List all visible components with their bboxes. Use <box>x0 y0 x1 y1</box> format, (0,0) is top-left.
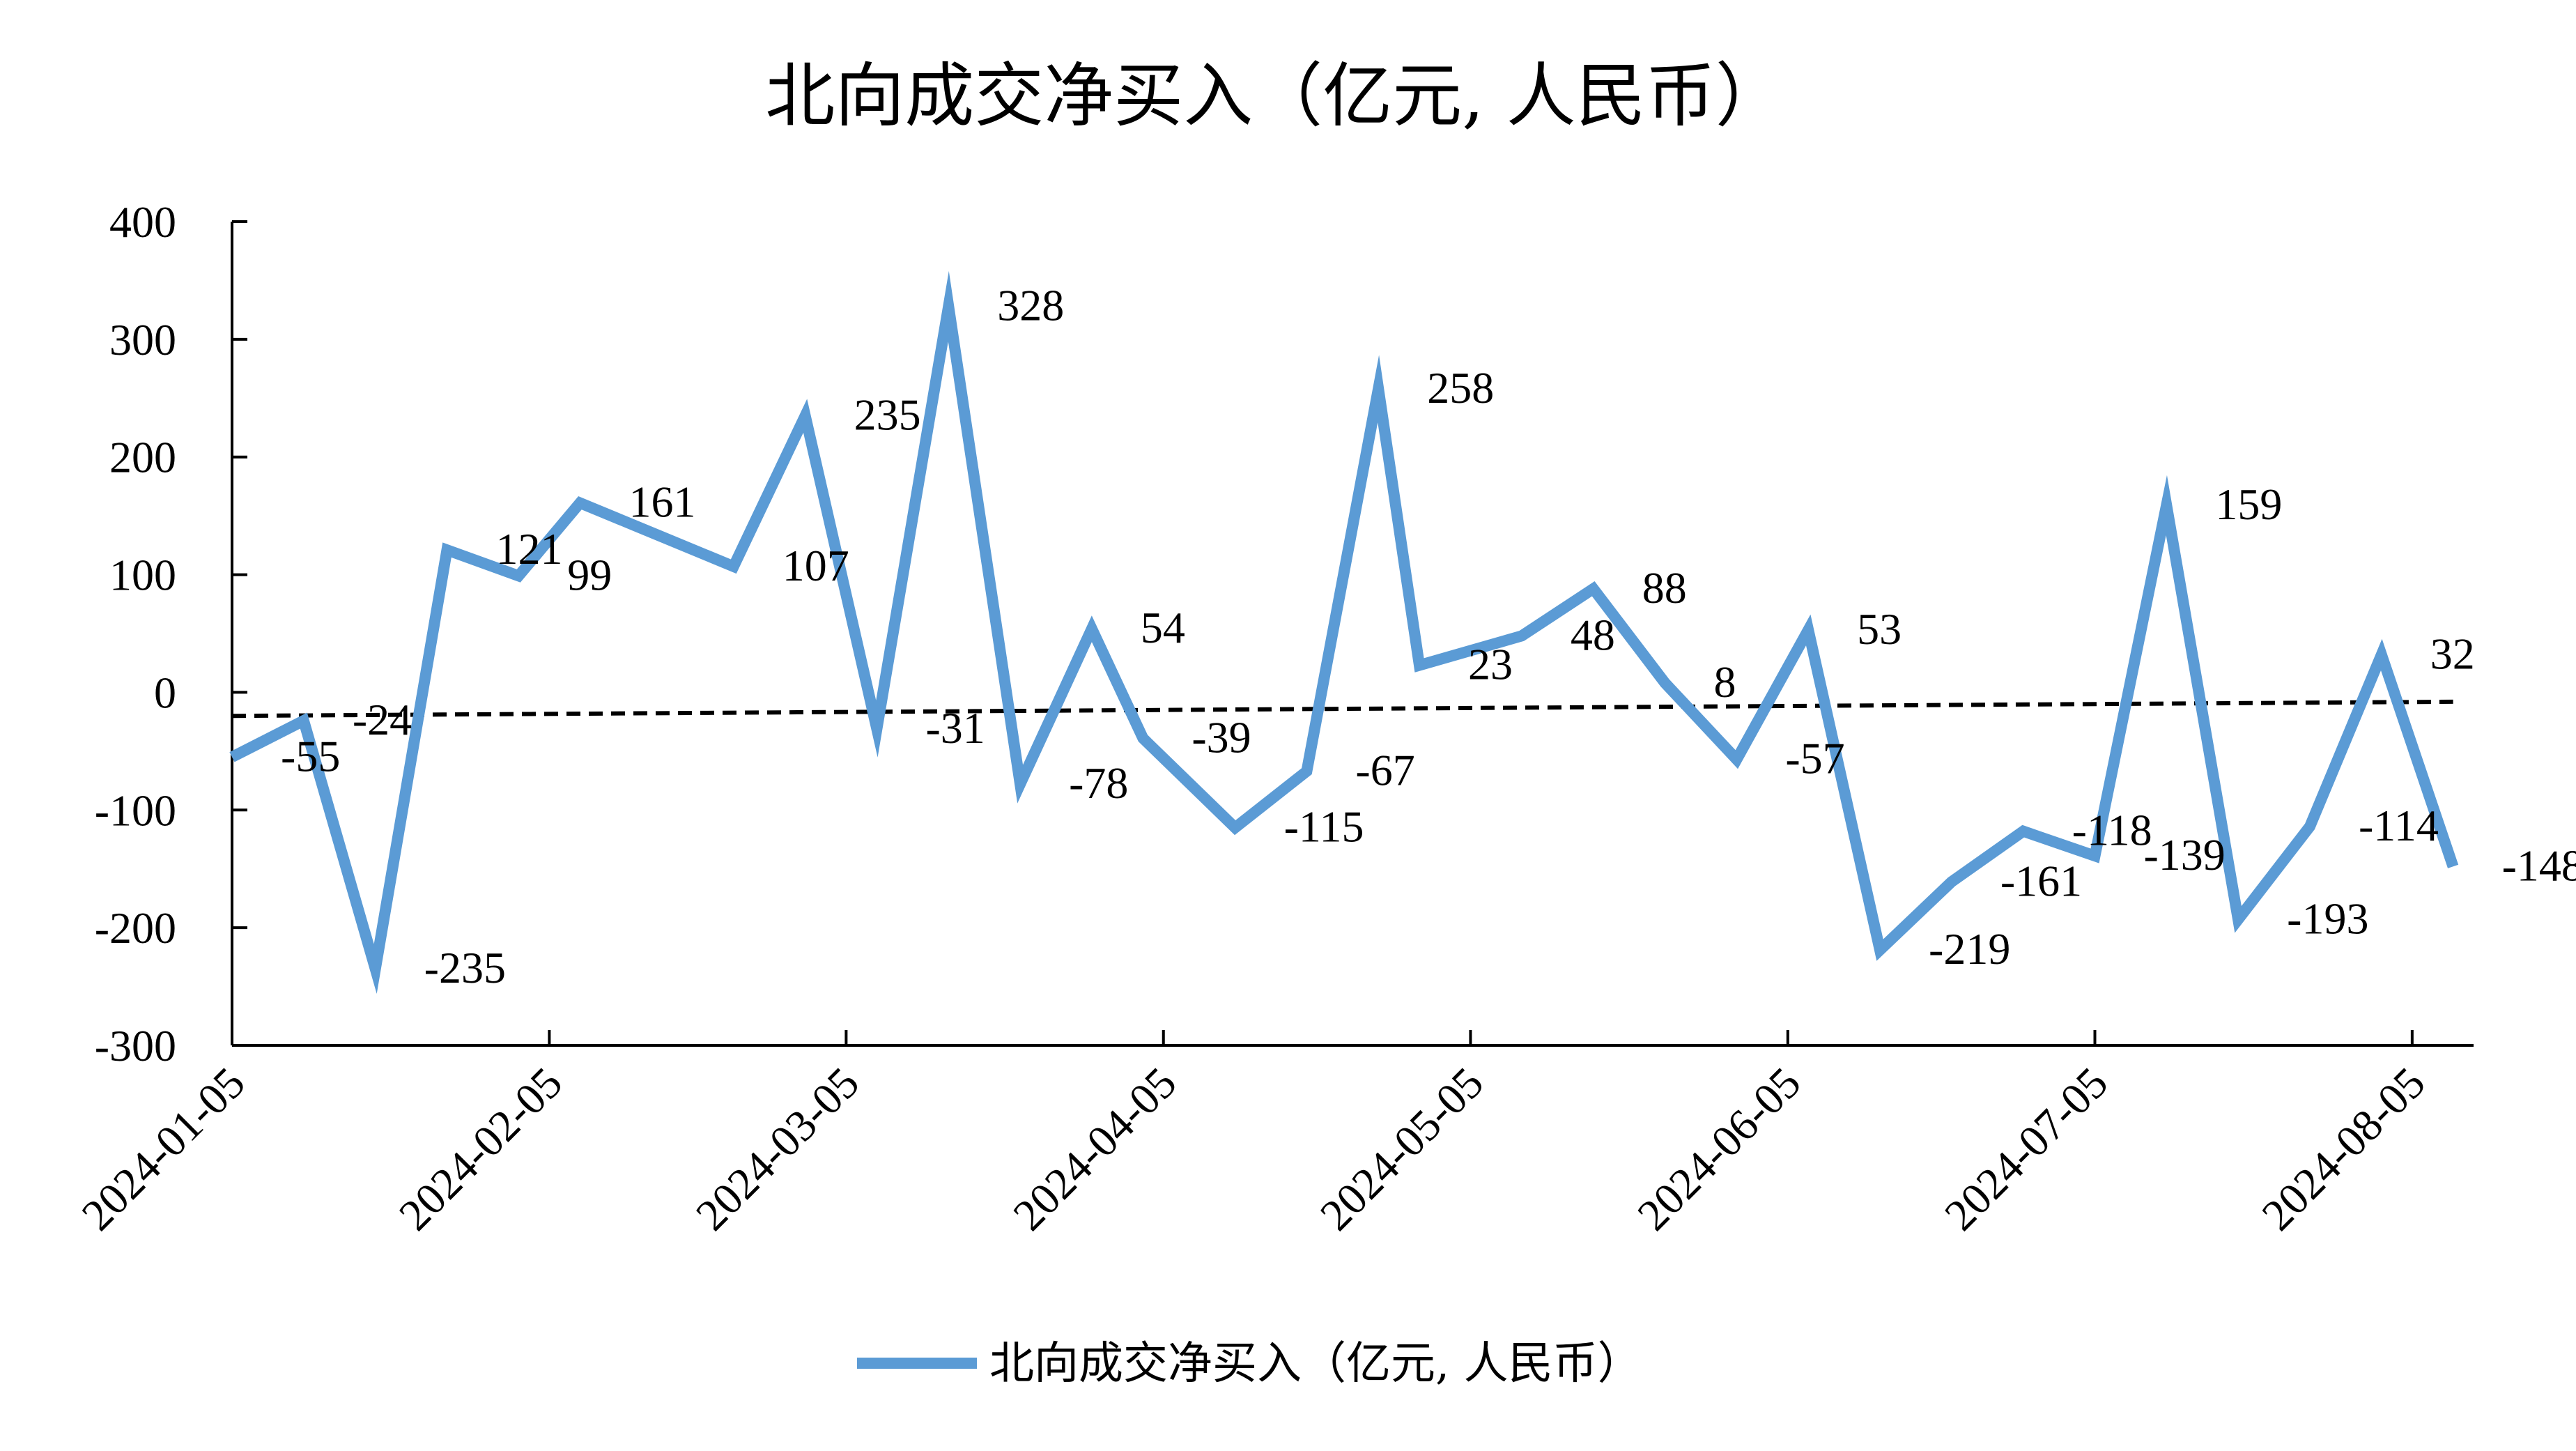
data-label: -39 <box>1191 712 1251 762</box>
x-tick-label: 2024-08-05 <box>2252 1058 2434 1240</box>
y-tick-label: 100 <box>109 551 176 600</box>
data-label: -31 <box>925 703 985 753</box>
data-label: -67 <box>1355 746 1414 795</box>
data-label: 48 <box>1571 610 1615 659</box>
data-label: -161 <box>2000 856 2082 905</box>
data-label: 235 <box>854 390 921 440</box>
data-label: 107 <box>782 541 849 590</box>
data-labels: -55-24-23512199161107235-31328-7854-39-1… <box>281 281 2576 993</box>
series-line <box>229 270 2459 994</box>
y-tick-label: -200 <box>95 903 176 953</box>
data-label: 88 <box>1642 563 1687 613</box>
data-label: -148 <box>2502 840 2576 890</box>
series-layer <box>229 270 2459 994</box>
trend-line <box>231 699 2453 719</box>
data-label: 53 <box>1857 604 1902 654</box>
data-label: -55 <box>281 731 340 781</box>
data-label: -78 <box>1069 758 1128 808</box>
legend-label: 北向成交净买入（亿元, 人民币） <box>989 1338 1642 1390</box>
data-label: -139 <box>2143 830 2225 880</box>
y-tick-label: 0 <box>154 668 176 717</box>
data-label: -235 <box>424 943 506 992</box>
y-tick-label: 300 <box>109 315 176 364</box>
chart-title: 北向成交净买入（亿元, 人民币） <box>765 55 1785 137</box>
y-tick-label: -300 <box>95 1021 176 1070</box>
data-label: -114 <box>2359 801 2439 850</box>
data-label: 54 <box>1141 603 1185 652</box>
data-label: 258 <box>1427 363 1494 413</box>
data-label: -57 <box>1785 734 1844 783</box>
x-tick-label: 2024-04-05 <box>1003 1058 1185 1240</box>
data-label: 32 <box>2430 629 2475 678</box>
data-label: 23 <box>1468 640 1513 689</box>
x-tick-label: 2024-03-05 <box>686 1058 868 1240</box>
data-label: 99 <box>567 550 612 599</box>
legend: 北向成交净买入（亿元, 人民币） <box>857 1338 1642 1390</box>
x-tick-label: 2024-02-05 <box>390 1058 571 1240</box>
x-tick-label: 2024-07-05 <box>1935 1058 2117 1240</box>
data-label: 8 <box>1714 657 1736 707</box>
data-label: -115 <box>1284 802 1364 852</box>
data-label: -118 <box>2072 806 2152 855</box>
x-tick-label: 2024-01-05 <box>72 1058 254 1240</box>
data-label: 121 <box>495 524 562 574</box>
data-label: -193 <box>2287 893 2368 943</box>
y-tick-label: 200 <box>109 433 176 482</box>
trendline-layer <box>231 699 2453 719</box>
x-tick-label: 2024-05-05 <box>1311 1058 1493 1240</box>
data-label: -219 <box>1929 924 2010 974</box>
data-label: -24 <box>353 695 412 744</box>
y-tick-label: 400 <box>109 197 176 247</box>
data-label: 161 <box>628 477 695 527</box>
data-label: 328 <box>997 281 1064 330</box>
y-tick-label: -100 <box>95 785 176 835</box>
data-label: 159 <box>2215 479 2282 529</box>
x-tick-label: 2024-06-05 <box>1628 1058 1810 1240</box>
